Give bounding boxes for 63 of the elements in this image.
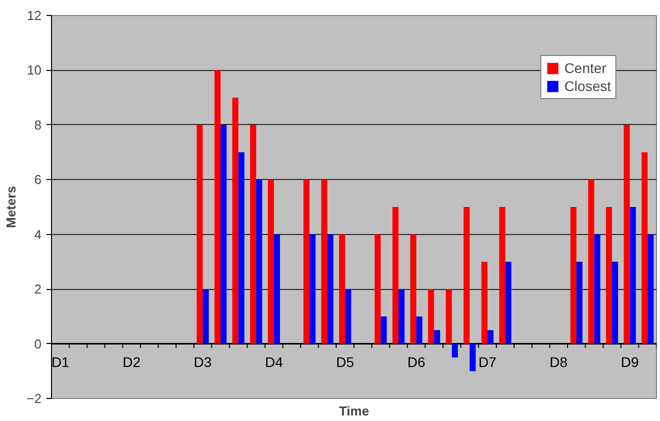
bar (624, 124, 630, 344)
y-tick-label: −2 (26, 391, 42, 406)
bar (410, 234, 416, 344)
bar (570, 207, 576, 344)
bar (499, 207, 506, 344)
bar (268, 180, 274, 344)
bar (303, 180, 310, 344)
bar (416, 316, 422, 344)
bar (374, 234, 381, 344)
x-tick-label: D3 (194, 354, 212, 370)
bar (232, 98, 238, 344)
bar (392, 207, 398, 344)
bar (220, 124, 227, 344)
bar (380, 316, 387, 344)
bar (464, 207, 470, 344)
x-tick-label: D5 (336, 354, 354, 370)
bar (274, 234, 280, 344)
legend-label: Center (564, 60, 606, 76)
y-tick-label: 8 (34, 117, 42, 132)
y-tick-label: 0 (34, 336, 42, 352)
bar (505, 262, 512, 344)
y-tick-label: 6 (34, 172, 42, 188)
bar (452, 344, 458, 358)
x-tick-label: D9 (620, 354, 639, 370)
x-tick-label: D4 (264, 354, 284, 370)
bar (470, 344, 476, 372)
bar (612, 262, 618, 344)
bar (434, 330, 440, 344)
bar (321, 180, 328, 344)
y-axis-title: Meters (4, 186, 19, 228)
x-tick-label: D7 (478, 354, 497, 370)
bar (345, 289, 352, 344)
bar (606, 207, 612, 344)
bar (256, 180, 262, 344)
bar (648, 234, 654, 344)
bar (481, 262, 488, 344)
x-tick-label: D2 (122, 354, 141, 370)
bar (339, 234, 346, 344)
bar (642, 152, 648, 344)
y-tick-label: 2 (34, 282, 42, 297)
x-axis-title: Time (338, 404, 370, 418)
bar (327, 234, 334, 344)
x-tick-label: D1 (51, 354, 70, 370)
y-tick-label: 10 (27, 62, 42, 78)
bar (202, 289, 209, 344)
x-tick-label: D6 (407, 354, 426, 370)
bar (487, 330, 494, 344)
y-tick-label: 4 (34, 226, 42, 242)
bar (250, 124, 256, 344)
bar (428, 289, 434, 344)
bar (630, 207, 636, 344)
bar (398, 289, 405, 344)
bar (238, 152, 244, 344)
bar (588, 180, 594, 344)
bar (446, 289, 452, 344)
legend-label: Closest (564, 78, 611, 94)
bar (214, 70, 221, 344)
bar (576, 262, 582, 344)
bar (196, 124, 203, 344)
bar (594, 234, 600, 344)
bar (310, 234, 316, 344)
y-tick-label: 12 (27, 8, 42, 23)
x-tick-label: D8 (550, 354, 568, 370)
